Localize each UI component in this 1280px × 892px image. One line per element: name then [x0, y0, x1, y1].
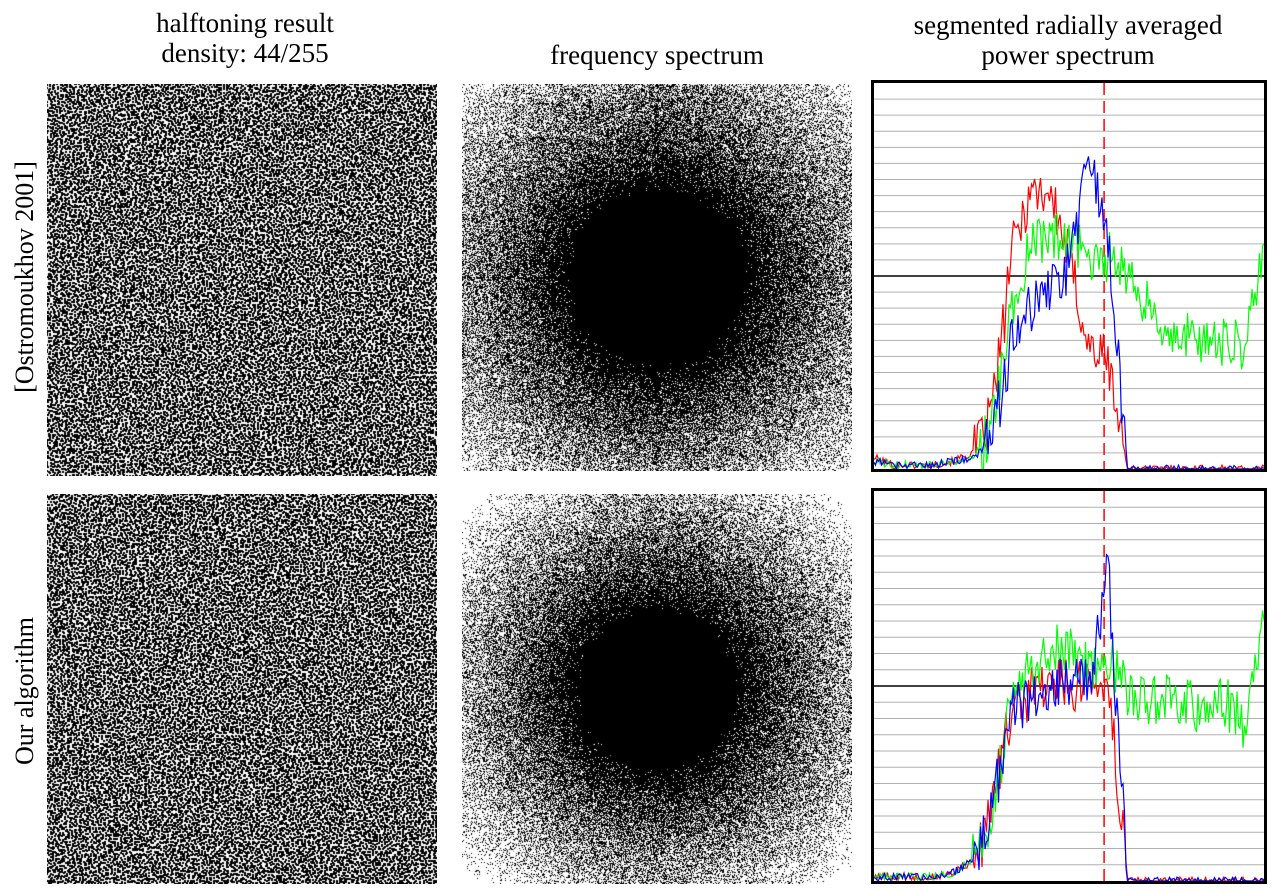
frequency-spectrum-bottom: [462, 494, 852, 884]
halftone-title-line2: density: 44/255: [161, 38, 329, 68]
plot-frame: [871, 80, 1267, 472]
series-green: [873, 213, 1265, 471]
power-title-line2: power spectrum: [981, 40, 1155, 70]
power-spectrum-plot-top: [871, 80, 1267, 472]
row-label-top: [Ostromoukhov 2001]: [10, 161, 39, 393]
plot-frame: [871, 488, 1267, 884]
spectrum-title-line1: frequency spectrum: [550, 40, 764, 70]
power-spectrum-plot-bottom: [871, 488, 1267, 884]
halftone-title-line1: halftoning result: [156, 8, 334, 38]
halftone-column-title: halftoning result density: 44/255: [60, 8, 430, 68]
series-blue: [873, 156, 1265, 472]
frequency-spectrum-top: [462, 84, 852, 471]
power-title-line1: segmented radially averaged: [913, 10, 1223, 40]
halftone-image-bottom: [47, 494, 437, 884]
series-blue: [873, 553, 1265, 883]
series-red: [873, 178, 1265, 471]
series-red: [873, 659, 1265, 883]
spectrum-column-title: frequency spectrum: [462, 40, 852, 70]
row-label-bottom: Our algorithm: [10, 616, 39, 766]
series-green: [873, 610, 1265, 882]
power-column-title: segmented radially averaged power spectr…: [868, 10, 1268, 70]
grid-lines: [874, 506, 1264, 866]
halftone-image-top: [47, 84, 437, 476]
